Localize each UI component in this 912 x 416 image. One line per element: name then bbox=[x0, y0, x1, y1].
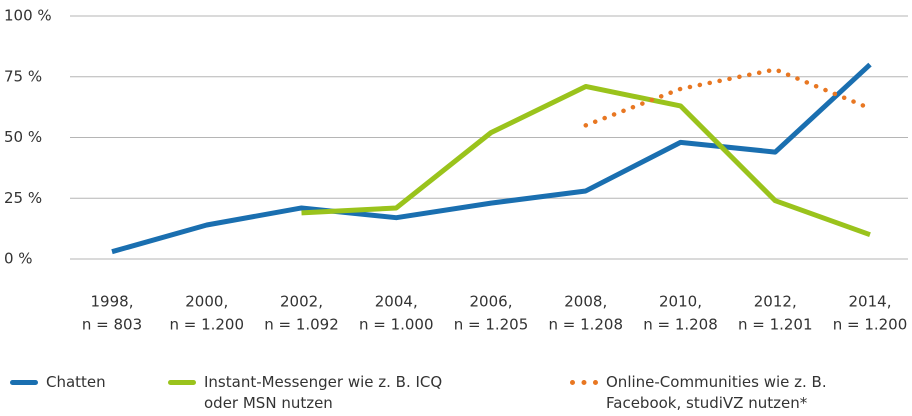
legend-swatch bbox=[168, 380, 196, 385]
x-tick-label: n = 1.200 bbox=[833, 316, 908, 334]
legend-item: Online-Communities wie z. B. Facebook, s… bbox=[570, 372, 880, 414]
x-tick-label: n = 1.000 bbox=[359, 316, 434, 334]
legend-label: Instant-Messenger wie z. B. ICQ oder MSN… bbox=[204, 373, 443, 412]
y-tick-label: 0 % bbox=[4, 250, 33, 268]
x-tick-label: n = 803 bbox=[82, 316, 142, 334]
x-tick-label: n = 1.205 bbox=[454, 316, 529, 334]
legend-item: Chatten bbox=[10, 372, 130, 393]
y-tick-label: 25 % bbox=[4, 189, 42, 207]
legend-label: Online-Communities wie z. B. Facebook, s… bbox=[606, 373, 827, 412]
x-tick-label: 2012, bbox=[754, 293, 797, 311]
x-tick-label: 1998, bbox=[91, 293, 134, 311]
legend-swatch bbox=[570, 380, 598, 385]
x-tick-label: 2006, bbox=[470, 293, 513, 311]
x-tick-label: 2008, bbox=[564, 293, 607, 311]
y-tick-label: 75 % bbox=[4, 67, 42, 85]
chart: 0 % 25 % 50 % 75 % 100 % 1998, n = 803 2000, n =… bbox=[4, 7, 908, 334]
x-tick-label: n = 1.201 bbox=[738, 316, 813, 334]
x-tick-label: 2010, bbox=[659, 293, 702, 311]
series-line bbox=[111, 62, 872, 255]
y-tick-label: 100 % bbox=[4, 7, 52, 25]
x-tick-label: n = 1.200 bbox=[169, 316, 244, 334]
legend-item: Instant-Messenger wie z. B. ICQ oder MSN… bbox=[168, 372, 468, 414]
x-tick-label: 2000, bbox=[185, 293, 228, 311]
x-tick-label: 2014, bbox=[849, 293, 892, 311]
x-tick-label: 2004, bbox=[375, 293, 418, 311]
x-tick-label: n = 1.092 bbox=[264, 316, 339, 334]
x-tick-label: n = 1.208 bbox=[643, 316, 718, 334]
series-line bbox=[301, 83, 871, 238]
legend-swatch bbox=[10, 380, 38, 385]
x-tick-label: 2002, bbox=[280, 293, 323, 311]
x-tick-label: n = 1.208 bbox=[548, 316, 623, 334]
y-tick-label: 50 % bbox=[4, 128, 42, 146]
series-line bbox=[583, 67, 873, 128]
legend-label: Chatten bbox=[46, 373, 106, 391]
